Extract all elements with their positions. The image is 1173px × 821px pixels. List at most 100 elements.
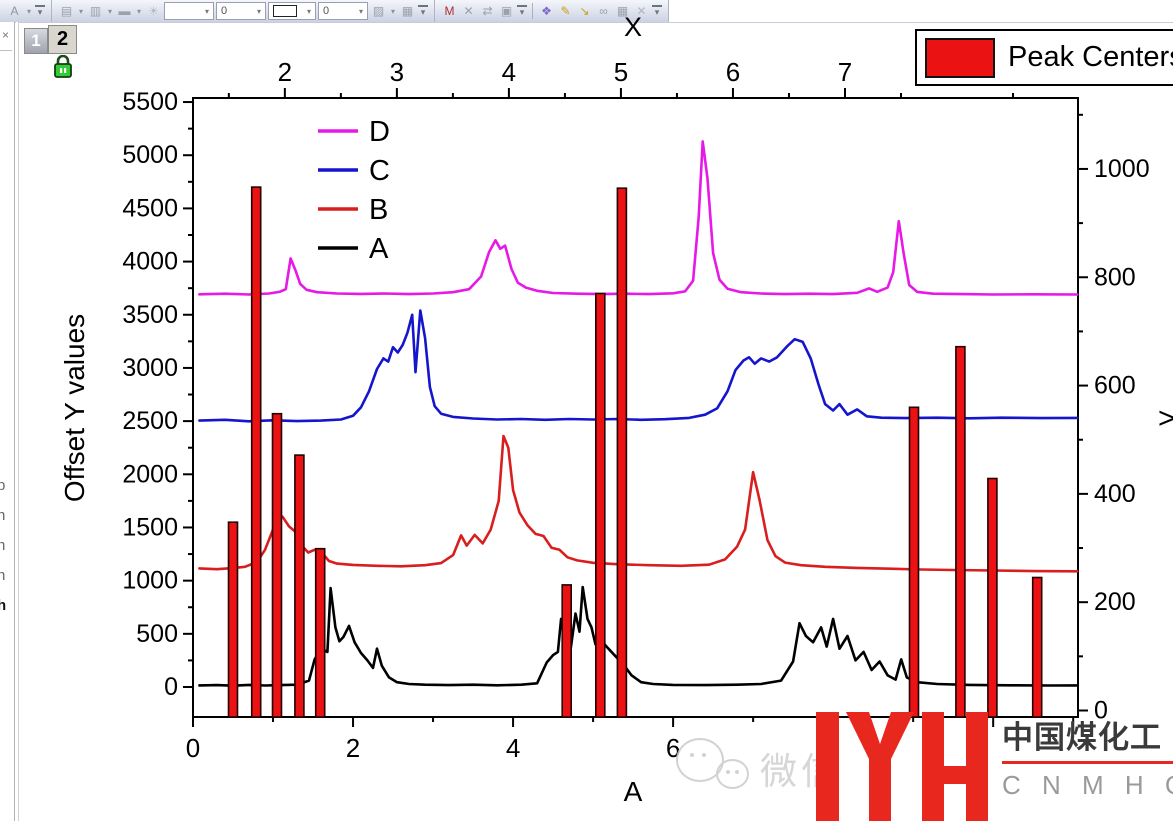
peak-center-bar[interactable]	[561, 584, 573, 718]
docked-panel-edge[interactable]: × bnnnh	[0, 22, 15, 821]
panel-splitter[interactable]	[16, 22, 19, 821]
close-graph-icon[interactable]: ✕	[463, 3, 474, 18]
left-axis-tick-label[interactable]: 4000	[122, 248, 178, 276]
left-axis-tick-label[interactable]: 5500	[122, 88, 178, 116]
peak-center-bar[interactable]	[314, 547, 326, 718]
swap-axes-icon[interactable]: ⇄	[482, 3, 493, 18]
text-style-caret[interactable]: ▾	[26, 6, 31, 16]
left-axis-tick-label[interactable]: 2500	[122, 407, 178, 435]
peak-center-bar[interactable]	[294, 454, 305, 718]
pattern-width-combo[interactable]: 0 ▾	[318, 2, 368, 20]
new-window-icon[interactable]: ▣	[500, 3, 513, 18]
hatch-caret[interactable]: ▾	[390, 6, 395, 16]
tab-graph2[interactable]: 2	[48, 25, 77, 54]
bottom-axis-tick-label[interactable]: 4	[506, 733, 520, 763]
right-axis-tick-label[interactable]: 0	[1094, 697, 1108, 725]
grid-icon[interactable]: ▦	[401, 3, 414, 18]
toolbar-overflow-icon-3[interactable]: ▾	[517, 4, 527, 18]
curve-A[interactable]	[198, 585, 1079, 688]
bottom-axis-tick-label[interactable]: 2	[346, 733, 360, 763]
right-axis-tick-label[interactable]: 800	[1094, 263, 1136, 291]
format-toolbar: A ▾ ▾ ▤ ▾ ▥ ▾ ▬ ▾ ☀ ▾ 0 ▾ ▾ 0 ▾ ▨ ▾ ▦ ▾ M ✕ ⇄ ▣ ▾ ❖ ✎ ↘ ∞ ▦ ✕ ▾	[0, 0, 1173, 23]
top-axis-tick-label[interactable]: 6	[726, 57, 740, 87]
left-axis-tick-label[interactable]: 500	[136, 620, 178, 648]
right-axis-tick-label[interactable]: 200	[1094, 588, 1136, 616]
left-axis-tick-label[interactable]: 1000	[122, 567, 178, 595]
left-axis-tick-label[interactable]: 3500	[122, 301, 178, 329]
legend-label-C[interactable]: C	[369, 155, 390, 187]
font-combo[interactable]: ▾	[164, 2, 214, 20]
baseline-caret[interactable]: ▾	[136, 6, 141, 16]
bottom-axis-tick-label[interactable]: 0	[186, 733, 200, 763]
top-axis-title[interactable]: X	[624, 12, 642, 42]
toolbar-overflow-icon-2[interactable]: ▾	[418, 4, 428, 18]
legend-label-B[interactable]: B	[369, 194, 388, 226]
right-axis-tick-label[interactable]: 600	[1094, 372, 1136, 400]
left-axis-tick-label[interactable]: 4500	[122, 194, 178, 222]
baseline-icon[interactable]: ▬	[118, 3, 131, 18]
fill-below-caret[interactable]: ▾	[107, 6, 112, 16]
curve-D[interactable]	[198, 140, 1079, 296]
top-axis-tick-label[interactable]: 5	[614, 57, 628, 87]
delete-tool-icon[interactable]: ✕	[636, 3, 647, 18]
lock-icon[interactable]	[52, 55, 74, 79]
logo-subtitle: C N M H G	[1002, 770, 1173, 800]
logo-title: 中国煤化工	[1002, 720, 1162, 755]
right-axis-tick-label[interactable]: 1000	[1094, 155, 1150, 183]
panel-truncated-text-2: n	[0, 537, 5, 554]
fill-area-caret[interactable]: ▾	[78, 6, 83, 16]
peak-center-bar[interactable]	[987, 477, 998, 718]
panel-truncated-text-0: b	[0, 477, 5, 494]
hatch-pattern-icon[interactable]: ▨	[372, 3, 385, 18]
fill-area-above-icon[interactable]: ▤	[60, 3, 73, 18]
peak-center-bar[interactable]	[908, 406, 920, 718]
peak-centers-legend-label: Peak Centers	[1008, 41, 1173, 73]
top-axis-tick-label[interactable]: 7	[838, 57, 852, 87]
left-axis-tick-label[interactable]: 1500	[122, 513, 178, 541]
left-axis-title[interactable]: Offset Y values	[59, 314, 90, 502]
top-axis-tick-label[interactable]: 4	[502, 57, 516, 87]
peak-center-bar[interactable]	[594, 292, 606, 718]
annotate-arrow-icon[interactable]: ↘	[579, 3, 590, 18]
plot-frame[interactable]	[192, 97, 1079, 718]
fill-area-below-icon[interactable]: ▥	[89, 3, 102, 18]
line-width-combo[interactable]: 0 ▾	[216, 2, 266, 20]
peak-center-bar[interactable]	[616, 187, 628, 718]
curve-B[interactable]	[198, 434, 1079, 573]
legend-label-D[interactable]: D	[369, 116, 390, 148]
right-axis-title[interactable]: >	[1158, 402, 1173, 435]
peak-center-bar[interactable]	[227, 521, 239, 718]
left-axis-tick-label[interactable]: 3000	[122, 354, 178, 382]
bottom-axis-title[interactable]: A	[624, 776, 643, 807]
peak-center-bar[interactable]	[250, 186, 262, 718]
paint-tool-icon[interactable]: ❖	[541, 3, 552, 18]
legend-label-A[interactable]: A	[369, 233, 389, 265]
curve-C[interactable]	[198, 309, 1079, 423]
matrix-tool-icon[interactable]: M	[444, 3, 455, 18]
highlight-icon[interactable]: ☀	[148, 3, 159, 18]
left-axis-tick-label[interactable]: 2000	[122, 460, 178, 488]
panel-truncated-text-3: n	[0, 567, 5, 584]
fill-color-dropdown[interactable]: ▾	[268, 2, 316, 20]
toolbar-overflow-icon-4[interactable]: ▾	[652, 4, 662, 18]
left-axis-tick-label[interactable]: 5000	[122, 141, 178, 169]
top-axis-tick-label[interactable]: 2	[278, 57, 292, 87]
graph-page-tabs: 1 2	[24, 25, 77, 54]
top-axis-tick-label[interactable]: 3	[390, 57, 404, 87]
reader-glasses-icon[interactable]: ∞	[599, 3, 608, 18]
right-axis-tick-label[interactable]: 400	[1094, 480, 1136, 508]
left-axis-tick-label[interactable]: 0	[164, 673, 178, 701]
pencil-tool-icon[interactable]: ✎	[560, 3, 571, 18]
peak-center-bar[interactable]	[1031, 576, 1043, 718]
wechat-bubble-small-icon	[716, 759, 749, 789]
tab-graph1[interactable]: 1	[24, 28, 48, 54]
text-style-tool-icon[interactable]: A	[10, 3, 19, 18]
peak-center-bar[interactable]	[271, 412, 283, 718]
peak-center-bar[interactable]	[955, 345, 966, 718]
tab-graph1-label: 1	[31, 31, 41, 50]
toolbar-overflow-icon[interactable]: ▾	[35, 4, 45, 18]
panel-close-icon[interactable]: ×	[2, 28, 10, 42]
peak-centers-legend[interactable]: Peak Centers	[915, 29, 1173, 86]
worksheet-icon[interactable]: ▦	[616, 3, 629, 18]
